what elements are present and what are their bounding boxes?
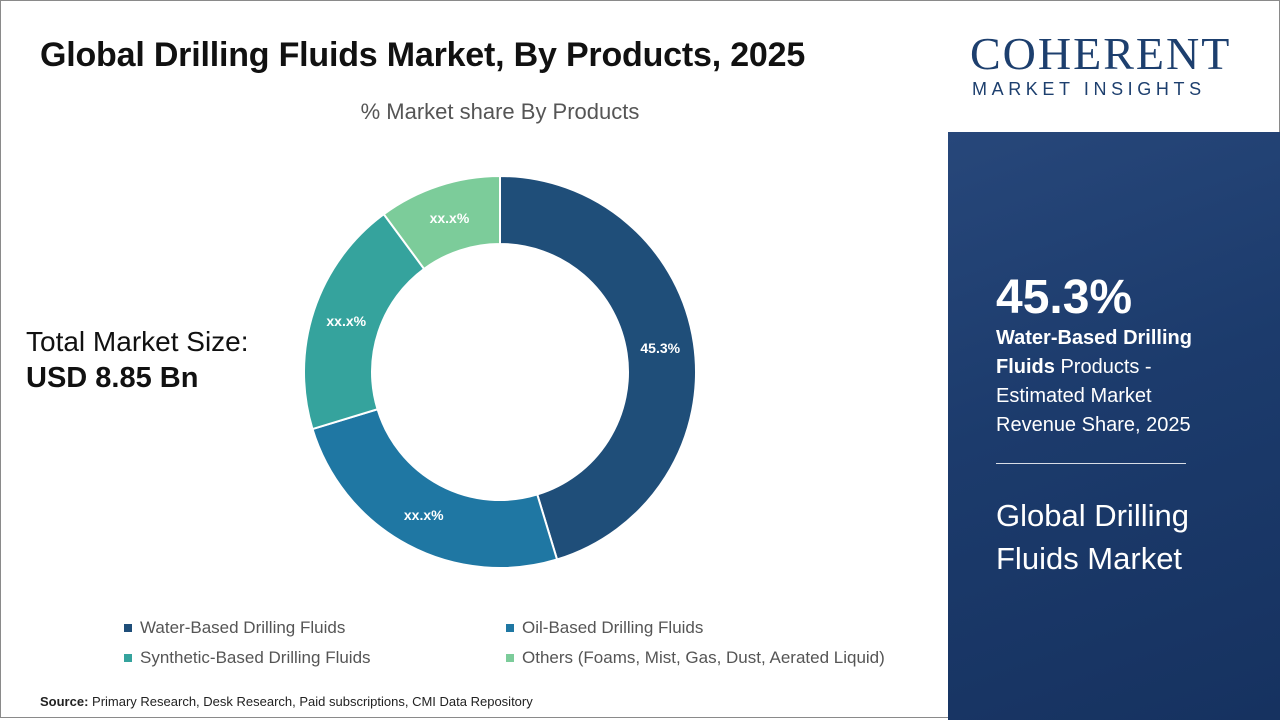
chart-frame bbox=[0, 0, 948, 718]
legend-swatch bbox=[124, 624, 132, 632]
brand-tagline: MARKET INSIGHTS bbox=[972, 79, 1206, 99]
total-market-size-label: Total Market Size: bbox=[26, 326, 249, 357]
legend-swatch bbox=[506, 654, 514, 662]
slice-data-label: xx.x% bbox=[430, 210, 470, 226]
donut-slice bbox=[499, 174, 697, 561]
legend-label: Others (Foams, Mist, Gas, Dust, Aerated … bbox=[522, 648, 885, 667]
legend-swatch bbox=[506, 624, 514, 632]
donut-slice bbox=[382, 174, 501, 271]
legend-swatch bbox=[124, 654, 132, 662]
side-panel: COHERENT MARKET INSIGHTS 45.3% Water-Bas… bbox=[948, 0, 1280, 720]
slice-data-label: xx.x% bbox=[326, 313, 366, 329]
slice-data-label: xx.x% bbox=[404, 507, 444, 523]
total-market-size-value: USD 8.85 Bn bbox=[26, 362, 199, 394]
highlight-value: 45.3% bbox=[996, 271, 1133, 324]
highlight-description: Water-Based Drilling Fluids Products - E… bbox=[996, 324, 1236, 440]
highlight-description-rest: Products - Estimated Market Revenue Shar… bbox=[996, 356, 1191, 436]
legend-label: Oil-Based Drilling Fluids bbox=[522, 618, 704, 637]
legend-item: Synthetic-Based Drilling Fluids bbox=[124, 648, 371, 668]
brand-logo: COHERENT bbox=[970, 28, 1232, 79]
legend-label: Synthetic-Based Drilling Fluids bbox=[140, 648, 371, 667]
chart-subtitle: % Market share By Products bbox=[360, 99, 640, 124]
highlight-panel: 45.3% Water-Based Drilling Fluids Produc… bbox=[948, 132, 1280, 720]
highlight-segment-name: Water-Based Drilling Fluids bbox=[996, 327, 1192, 378]
legend-item: Oil-Based Drilling Fluids bbox=[506, 618, 703, 638]
page-title: Global Drilling Fluids Market, By Produc… bbox=[40, 36, 806, 74]
market-name: Global Drilling Fluids Market bbox=[996, 498, 1189, 576]
donut-chart: 45.3% xx.x% xx.x% xx.x% bbox=[303, 174, 697, 569]
slice-data-label: 45.3% bbox=[640, 340, 680, 356]
legend-item: Others (Foams, Mist, Gas, Dust, Aerated … bbox=[506, 648, 885, 668]
logo-area: COHERENT MARKET INSIGHTS bbox=[948, 0, 1280, 132]
divider bbox=[996, 463, 1186, 464]
source-text: Primary Research, Desk Research, Paid su… bbox=[92, 694, 533, 709]
legend-item: Water-Based Drilling Fluids bbox=[124, 618, 345, 638]
legend-label: Water-Based Drilling Fluids bbox=[140, 618, 346, 637]
source-label: Source: bbox=[40, 694, 89, 709]
donut-slice bbox=[311, 408, 559, 569]
source-note: Source: Primary Research, Desk Research,… bbox=[40, 694, 533, 709]
